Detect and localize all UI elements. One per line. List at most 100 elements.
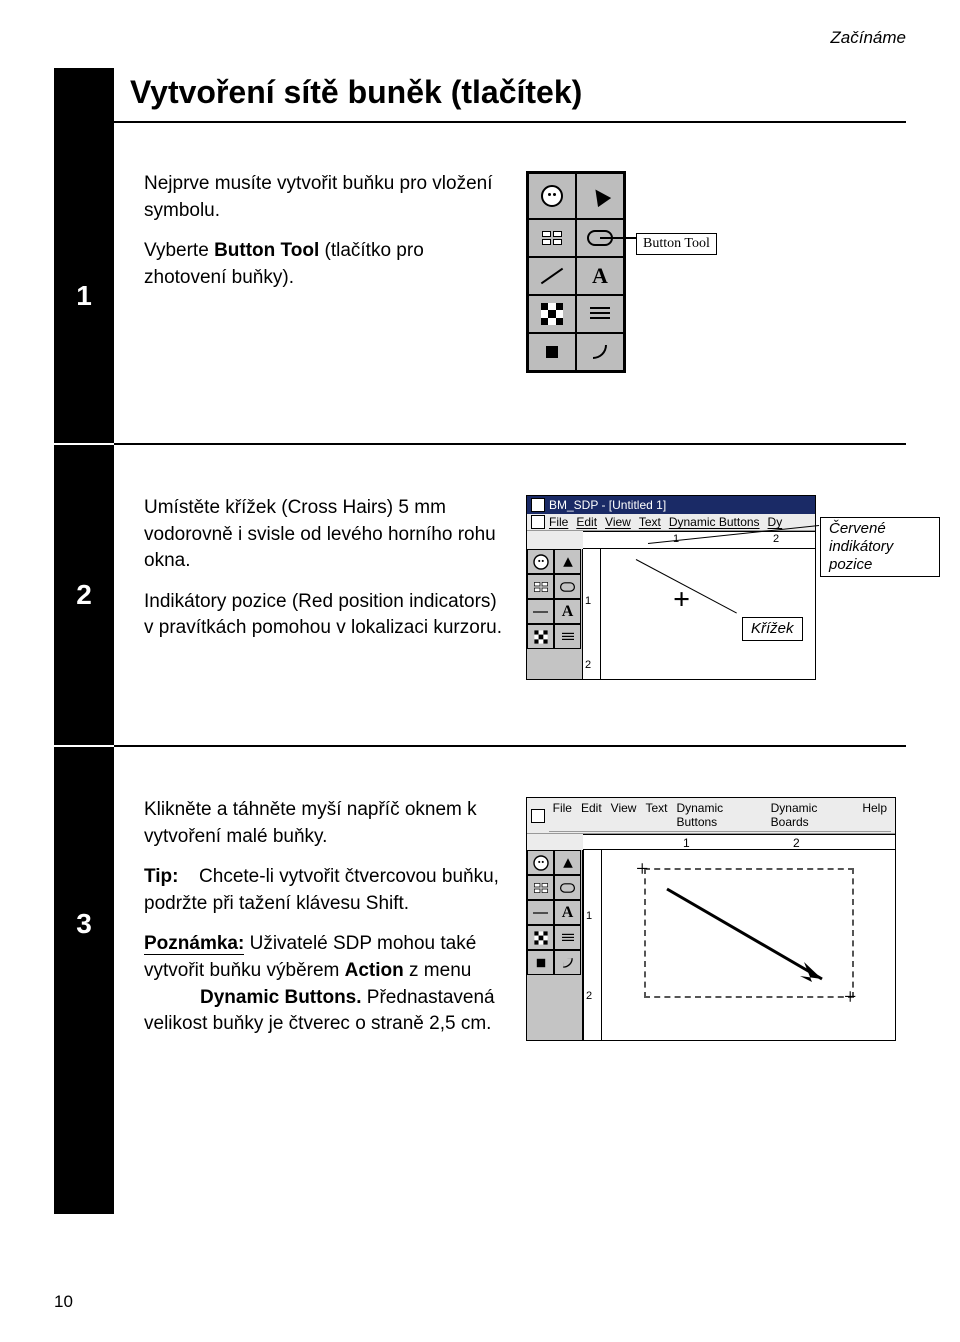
menubar: File Edit View Text Dynamic Buttons Dy xyxy=(549,515,782,529)
ruler-v-1: 1 xyxy=(585,595,591,607)
menu3-file[interactable]: File xyxy=(553,801,572,829)
m3-button-icon[interactable] xyxy=(554,875,581,900)
step2-para2: Indikátory pozice (Red position indicato… xyxy=(144,589,506,642)
button-tool-tooltip: Button Tool xyxy=(636,233,717,255)
m3-square-icon[interactable] xyxy=(527,950,554,975)
section-header: Začínáme xyxy=(830,28,906,48)
mtool-text-icon[interactable]: A xyxy=(554,599,581,624)
mtool-checker-icon[interactable] xyxy=(527,624,554,649)
menu3-dynbtn[interactable]: Dynamic Buttons xyxy=(676,801,761,829)
tool-pointer-icon[interactable] xyxy=(576,173,624,219)
tool-checker-icon[interactable] xyxy=(528,295,576,333)
menu-edit[interactable]: Edit xyxy=(576,515,597,529)
tool-palette: A xyxy=(526,171,626,373)
m3-arc-icon[interactable] xyxy=(554,950,581,975)
step-number: 2 xyxy=(54,473,114,717)
mtool-list-icon[interactable] xyxy=(554,624,581,649)
menu3-help[interactable]: Help xyxy=(862,801,887,829)
tip-text: Chcete-li vytvořit čtvercovou buňku, pod… xyxy=(144,866,499,914)
figure-3-drag-window: File Edit View Text Dynamic Buttons Dyna… xyxy=(526,797,896,1027)
crosshair-start-icon: + xyxy=(636,856,648,882)
title-black-col xyxy=(54,68,114,123)
tool-face-icon[interactable] xyxy=(528,173,576,219)
menubar3: File Edit View Text Dynamic Buttons Dyna… xyxy=(549,799,891,832)
ruler-v-2: 2 xyxy=(585,659,591,671)
mtool-face-icon[interactable] xyxy=(527,549,554,574)
ruler3-v-1: 1 xyxy=(586,910,592,922)
drawing-canvas[interactable]: 1 2 + xyxy=(583,549,815,679)
ruler-vertical-3: 1 2 xyxy=(584,850,602,1040)
step1-para1: Nejprve musíte vytvořit buňku pro vložen… xyxy=(144,171,506,224)
label-red-indicators: Červené indikátory pozice xyxy=(820,517,940,577)
title-band: Vytvoření sítě buněk (tlačítek) xyxy=(54,68,906,123)
tool-line-icon[interactable] xyxy=(528,257,576,295)
menu-text[interactable]: Text xyxy=(639,515,661,529)
label-crosshair: Křížek xyxy=(742,617,803,641)
ruler3-h-2: 2 xyxy=(793,836,800,850)
step2-para1: Umístěte křížek (Cross Hairs) 5 mm vodor… xyxy=(144,495,506,575)
step-2: 2 Umístěte křížek (Cross Hairs) 5 mm vod… xyxy=(54,473,906,717)
page: Začínáme Vytvoření sítě buněk (tlačítek)… xyxy=(0,0,960,1342)
step3-note: Poznámka: Uživatelé SDP mohou také vytvo… xyxy=(144,931,506,1037)
m3-face-icon[interactable] xyxy=(527,850,554,875)
m3-grid-icon[interactable] xyxy=(527,875,554,900)
mtool-button-icon[interactable] xyxy=(554,574,581,599)
mini-tool-palette-3: A xyxy=(527,850,583,1040)
note-bold-action: Action xyxy=(345,960,404,981)
ruler3-h-1: 1 xyxy=(683,836,690,850)
window-title: BM_SDP - [Untitled 1] xyxy=(549,498,666,512)
page-number: 10 xyxy=(54,1292,73,1312)
drag-arrow-icon xyxy=(662,884,842,994)
crosshair-end-icon: + xyxy=(844,984,856,1010)
ruler-vertical: 1 2 xyxy=(583,549,601,679)
tool-grid-icon[interactable] xyxy=(528,219,576,257)
tool-square-icon[interactable] xyxy=(528,333,576,371)
step3-para1: Klikněte a táhněte myší napříč oknem k v… xyxy=(144,797,506,850)
m3-pointer-icon[interactable] xyxy=(554,850,581,875)
m3-line-icon[interactable] xyxy=(527,900,554,925)
tool-arc-icon[interactable] xyxy=(576,333,624,371)
ruler-h-2: 2 xyxy=(773,533,779,545)
m3-text-icon[interactable]: A xyxy=(554,900,581,925)
menu-dynamic-buttons[interactable]: Dynamic Buttons xyxy=(669,515,760,529)
drawing-canvas-3[interactable]: 1 2 + + xyxy=(583,850,895,1040)
step1-p2-bold: Button Tool xyxy=(214,240,319,261)
menu-more[interactable]: Dy xyxy=(768,515,783,529)
page-title: Vytvoření sítě buněk (tlačítek) xyxy=(114,68,906,123)
menu-view[interactable]: View xyxy=(605,515,631,529)
menu3-text[interactable]: Text xyxy=(645,801,667,829)
step-number: 3 xyxy=(54,775,114,1074)
crosshair-icon: + xyxy=(673,583,690,617)
step1-p2a: Vyberte xyxy=(144,240,214,261)
step3-tip: Tip: Chcete-li vytvořit čtvercovou buňku… xyxy=(144,864,506,917)
menu3-dynboards[interactable]: Dynamic Boards xyxy=(771,801,854,829)
step1-para2: Vyberte Button Tool (tlačítko pro zhotov… xyxy=(144,238,506,291)
sysmenu-icon[interactable] xyxy=(531,498,545,512)
tooltip-leader-line xyxy=(600,237,636,239)
step-3: 3 Klikněte a táhněte myší napříč oknem k… xyxy=(54,775,906,1074)
mtool-pointer-icon[interactable] xyxy=(554,549,581,574)
tip-label: Tip: xyxy=(144,866,178,887)
step-1: 1 Nejprve musíte vytvořit buňku pro vlož… xyxy=(54,149,906,443)
m3-list-icon[interactable] xyxy=(554,925,581,950)
window-titlebar: BM_SDP - [Untitled 1] xyxy=(527,496,815,514)
note-b: z menu xyxy=(404,960,472,981)
menu3-edit[interactable]: Edit xyxy=(581,801,602,829)
step-number: 1 xyxy=(54,149,114,443)
note-bold-dynbtn: Dynamic Buttons. xyxy=(200,987,362,1008)
tool-list-icon[interactable] xyxy=(576,295,624,333)
mtool-line-icon[interactable] xyxy=(527,599,554,624)
figure-1-toolbox: A Button Tool xyxy=(526,171,756,421)
ruler-horizontal: 1 2 xyxy=(583,531,815,549)
note-label: Poznámka: xyxy=(144,933,244,955)
ruler3-v-2: 2 xyxy=(586,990,592,1002)
mini-tool-palette: A xyxy=(527,549,583,679)
doc-icon xyxy=(531,809,545,823)
menu3-view[interactable]: View xyxy=(611,801,637,829)
tool-text-icon[interactable]: A xyxy=(576,257,624,295)
figure-2-app-window: BM_SDP - [Untitled 1] File Edit View Tex… xyxy=(526,495,906,695)
menu-file[interactable]: File xyxy=(549,515,568,529)
m3-checker-icon[interactable] xyxy=(527,925,554,950)
ruler-horizontal-3: 1 2 xyxy=(583,834,895,850)
mtool-grid-icon[interactable] xyxy=(527,574,554,599)
